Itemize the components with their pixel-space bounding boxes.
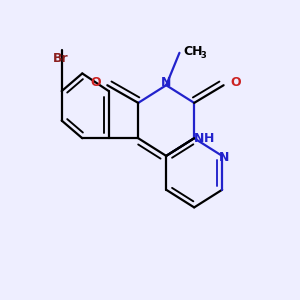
- Text: N: N: [218, 151, 229, 164]
- Text: N: N: [194, 132, 204, 145]
- Text: N: N: [161, 76, 171, 89]
- Text: H: H: [204, 132, 214, 145]
- Text: 3: 3: [200, 51, 206, 60]
- Text: CH: CH: [184, 45, 203, 58]
- Text: Br: Br: [52, 52, 68, 64]
- Text: O: O: [90, 76, 101, 89]
- Text: O: O: [230, 76, 241, 89]
